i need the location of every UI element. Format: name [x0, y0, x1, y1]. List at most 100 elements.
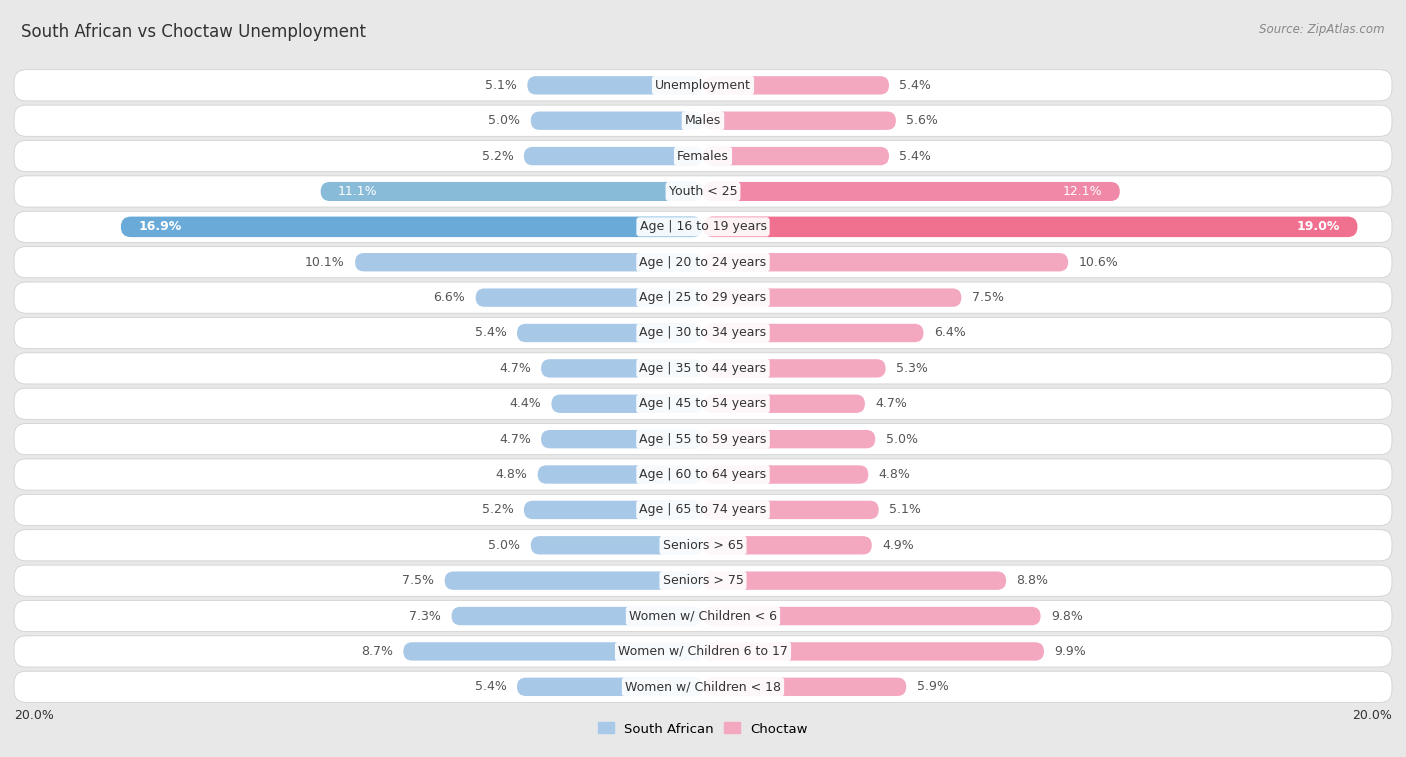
Text: 4.8%: 4.8%: [879, 468, 911, 481]
Text: Females: Females: [678, 150, 728, 163]
FancyBboxPatch shape: [14, 388, 1392, 419]
FancyBboxPatch shape: [703, 324, 924, 342]
FancyBboxPatch shape: [14, 459, 1392, 490]
FancyBboxPatch shape: [14, 600, 1392, 631]
FancyBboxPatch shape: [356, 253, 703, 272]
FancyBboxPatch shape: [14, 494, 1392, 525]
Text: 9.9%: 9.9%: [1054, 645, 1085, 658]
Text: 5.4%: 5.4%: [900, 150, 931, 163]
Text: 4.4%: 4.4%: [509, 397, 541, 410]
FancyBboxPatch shape: [703, 182, 1119, 201]
FancyBboxPatch shape: [14, 105, 1392, 136]
Text: 6.4%: 6.4%: [934, 326, 966, 339]
FancyBboxPatch shape: [475, 288, 703, 307]
Text: 20.0%: 20.0%: [14, 709, 53, 721]
Text: 4.8%: 4.8%: [495, 468, 527, 481]
FancyBboxPatch shape: [703, 359, 886, 378]
FancyBboxPatch shape: [14, 211, 1392, 242]
Text: Age | 65 to 74 years: Age | 65 to 74 years: [640, 503, 766, 516]
FancyBboxPatch shape: [703, 500, 879, 519]
FancyBboxPatch shape: [451, 607, 703, 625]
Text: 4.7%: 4.7%: [499, 362, 531, 375]
Text: 4.7%: 4.7%: [499, 433, 531, 446]
FancyBboxPatch shape: [703, 572, 1007, 590]
Text: Age | 45 to 54 years: Age | 45 to 54 years: [640, 397, 766, 410]
FancyBboxPatch shape: [14, 70, 1392, 101]
FancyBboxPatch shape: [321, 182, 703, 201]
Text: 5.4%: 5.4%: [475, 326, 506, 339]
Text: Unemployment: Unemployment: [655, 79, 751, 92]
FancyBboxPatch shape: [517, 324, 703, 342]
Text: 5.1%: 5.1%: [889, 503, 921, 516]
FancyBboxPatch shape: [14, 176, 1392, 207]
FancyBboxPatch shape: [551, 394, 703, 413]
Text: 5.4%: 5.4%: [900, 79, 931, 92]
Text: 7.5%: 7.5%: [402, 574, 434, 587]
Text: Age | 60 to 64 years: Age | 60 to 64 years: [640, 468, 766, 481]
FancyBboxPatch shape: [14, 247, 1392, 278]
Text: Age | 20 to 24 years: Age | 20 to 24 years: [640, 256, 766, 269]
Text: Age | 55 to 59 years: Age | 55 to 59 years: [640, 433, 766, 446]
FancyBboxPatch shape: [703, 111, 896, 130]
Text: 6.6%: 6.6%: [433, 291, 465, 304]
FancyBboxPatch shape: [703, 217, 1358, 237]
FancyBboxPatch shape: [703, 607, 1040, 625]
FancyBboxPatch shape: [14, 282, 1392, 313]
Text: 20.0%: 20.0%: [1353, 709, 1392, 721]
FancyBboxPatch shape: [14, 671, 1392, 702]
FancyBboxPatch shape: [527, 76, 703, 95]
FancyBboxPatch shape: [703, 394, 865, 413]
FancyBboxPatch shape: [703, 536, 872, 554]
Text: 5.2%: 5.2%: [482, 150, 513, 163]
Text: Age | 30 to 34 years: Age | 30 to 34 years: [640, 326, 766, 339]
Text: Age | 16 to 19 years: Age | 16 to 19 years: [640, 220, 766, 233]
Text: 4.9%: 4.9%: [882, 539, 914, 552]
Text: Source: ZipAtlas.com: Source: ZipAtlas.com: [1260, 23, 1385, 36]
Text: Males: Males: [685, 114, 721, 127]
FancyBboxPatch shape: [14, 636, 1392, 667]
FancyBboxPatch shape: [121, 217, 703, 237]
FancyBboxPatch shape: [524, 500, 703, 519]
Text: 5.0%: 5.0%: [488, 114, 520, 127]
FancyBboxPatch shape: [703, 76, 889, 95]
Text: Youth < 25: Youth < 25: [669, 185, 737, 198]
Text: 7.5%: 7.5%: [972, 291, 1004, 304]
Legend: South African, Choctaw: South African, Choctaw: [592, 717, 814, 741]
Text: Seniors > 75: Seniors > 75: [662, 574, 744, 587]
FancyBboxPatch shape: [703, 642, 1045, 661]
FancyBboxPatch shape: [524, 147, 703, 165]
FancyBboxPatch shape: [404, 642, 703, 661]
Text: 11.1%: 11.1%: [337, 185, 377, 198]
Text: Age | 35 to 44 years: Age | 35 to 44 years: [640, 362, 766, 375]
FancyBboxPatch shape: [703, 430, 875, 448]
Text: 12.1%: 12.1%: [1063, 185, 1102, 198]
FancyBboxPatch shape: [517, 678, 703, 696]
FancyBboxPatch shape: [541, 430, 703, 448]
FancyBboxPatch shape: [14, 141, 1392, 172]
Text: 8.8%: 8.8%: [1017, 574, 1049, 587]
FancyBboxPatch shape: [14, 565, 1392, 597]
Text: Women w/ Children 6 to 17: Women w/ Children 6 to 17: [619, 645, 787, 658]
Text: Women w/ Children < 6: Women w/ Children < 6: [628, 609, 778, 622]
Text: 5.0%: 5.0%: [886, 433, 918, 446]
FancyBboxPatch shape: [531, 536, 703, 554]
FancyBboxPatch shape: [14, 317, 1392, 348]
Text: 5.2%: 5.2%: [482, 503, 513, 516]
FancyBboxPatch shape: [703, 288, 962, 307]
Text: South African vs Choctaw Unemployment: South African vs Choctaw Unemployment: [21, 23, 366, 41]
FancyBboxPatch shape: [703, 253, 1069, 272]
Text: 9.8%: 9.8%: [1050, 609, 1083, 622]
Text: 16.9%: 16.9%: [138, 220, 181, 233]
FancyBboxPatch shape: [703, 466, 869, 484]
FancyBboxPatch shape: [531, 111, 703, 130]
Text: 5.9%: 5.9%: [917, 681, 949, 693]
FancyBboxPatch shape: [14, 353, 1392, 384]
Text: 7.3%: 7.3%: [409, 609, 441, 622]
Text: Age | 25 to 29 years: Age | 25 to 29 years: [640, 291, 766, 304]
Text: 5.0%: 5.0%: [488, 539, 520, 552]
FancyBboxPatch shape: [703, 678, 907, 696]
Text: 8.7%: 8.7%: [361, 645, 392, 658]
Text: Women w/ Children < 18: Women w/ Children < 18: [626, 681, 780, 693]
FancyBboxPatch shape: [703, 147, 889, 165]
Text: 5.6%: 5.6%: [907, 114, 938, 127]
